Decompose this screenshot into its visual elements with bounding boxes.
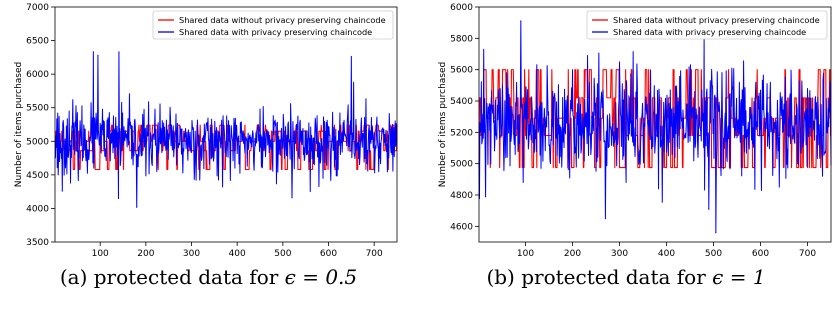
chart-a-y-tick-label-5: 6000 (26, 70, 49, 80)
chart-b-legend-label-0: Shared data without privacy preserving c… (613, 15, 820, 25)
chart-a-y-tick-label-0: 3500 (26, 238, 49, 248)
chart-a-legend-label-0: Shared data without privacy preserving c… (179, 15, 386, 25)
chart-a-spike-point-6 (291, 197, 293, 199)
chart-b-spike-point-0 (520, 20, 522, 22)
chart-b-y-tick-label-5: 5600 (450, 66, 473, 76)
chart-b-y-tick-label-3: 5200 (450, 128, 473, 138)
chart-a-axes-frame (54, 6, 398, 243)
chart-panel-b: 100 200 300 400 500 600 700 4600 4800 5000 5200 540… (417, 0, 835, 320)
chart-b-y-tick-label-0: 4600 (450, 222, 473, 232)
chart-b-y-tick-label-4: 5400 (450, 97, 473, 107)
chart-a-legend-label-1: Shared data with privacy preserving chai… (179, 27, 372, 37)
chart-a-y-tick-label-3: 5000 (26, 137, 49, 147)
chart-b-y-tick-label-2: 5000 (450, 160, 473, 170)
chart-a-caption: (a) protected data for ϵ = 0.5 (0, 265, 417, 289)
chart-a-y-tick-label-4: 5500 (26, 104, 49, 114)
chart-a-x-tick-label-4: 500 (274, 249, 291, 259)
chart-a-spike-point-7 (61, 190, 63, 192)
chart-b-spike-point-4 (708, 208, 710, 210)
chart-b-caption: (b) protected data for ϵ = 1 (417, 265, 835, 289)
chart-a-y-tick-label-2: 4500 (26, 171, 49, 181)
chart-a-spike-point-1 (118, 51, 120, 53)
chart-b-x-tick-label-5: 600 (752, 249, 769, 259)
chart-b-x-tick-label-1: 200 (564, 249, 581, 259)
chart-b-axes-frame (478, 6, 832, 243)
chart-a-x-tick-label-2: 300 (183, 249, 200, 259)
chart-a-caption-text: (a) protected data for (59, 265, 285, 289)
chart-a-spike-point-5 (117, 197, 120, 199)
chart-a-series-with-privacy-line (54, 51, 398, 208)
chart-a-y-tick-label-6: 6500 (26, 37, 49, 47)
chart-panel-a: 100 200 300 400 500 600 700 3500 4000 4500 5000 550… (0, 0, 417, 320)
chart-a-x-tick-label-5: 600 (320, 249, 337, 259)
chart-a-spike-point-0 (92, 51, 94, 53)
chart-b-x-tick-label-4: 500 (705, 249, 722, 259)
chart-b-spike-point-3 (604, 217, 607, 220)
chart-b-y-axis-label: Number of items purchased (438, 62, 448, 187)
chart-a-x-tick-label-6: 700 (366, 249, 383, 259)
chart-a-y-tick-label-7: 7000 (26, 3, 49, 13)
chart-b-series-with-privacy-line (478, 20, 832, 234)
chart-a-x-tick-label-3: 400 (229, 249, 246, 259)
chart-b-y-tick-label-7: 6000 (450, 3, 473, 13)
chart-b-plot: 100 200 300 400 500 600 700 4600 4800 5000 5200 540… (438, 3, 832, 259)
chart-a-legend: Shared data without privacy preserving c… (152, 10, 394, 40)
chart-a-x-tick-label-0: 100 (92, 249, 109, 259)
chart-b-y-tick-label-1: 4800 (450, 191, 473, 201)
chart-b-legend-label-1: Shared data with privacy preserving chai… (613, 27, 806, 37)
chart-a-spike-point-4 (136, 206, 138, 208)
chart-b-caption-text: (b) protected data for (486, 265, 713, 289)
chart-a-spike-point-3 (350, 56, 352, 58)
chart-b-x-tick-label-2: 300 (611, 249, 628, 259)
chart-b-x-tick-label-6: 700 (799, 249, 816, 259)
chart-a-x-tick-label-1: 200 (137, 249, 154, 259)
chart-a-y-tick-label-1: 4000 (26, 204, 49, 214)
chart-b-y-tick-label-6: 5800 (450, 34, 473, 44)
chart-b-x-tick-label-3: 400 (658, 249, 675, 259)
chart-a-caption-epsilon: ϵ = 0.5 (284, 265, 358, 289)
chart-b-legend: Shared data without privacy preserving c… (586, 10, 828, 40)
chart-a-plot: 100 200 300 400 500 600 700 3500 4000 4500 5000 550… (14, 3, 398, 259)
chart-b-caption-epsilon: ϵ = 1 (712, 265, 766, 289)
chart-b-x-tick-label-0: 100 (517, 249, 534, 259)
chart-b-spike-point-5 (484, 195, 487, 198)
chart-a-legend-box (152, 10, 394, 40)
chart-a-y-axis-label: Number of items purchased (14, 62, 24, 187)
chart-b-spike-point-2 (715, 232, 717, 234)
chart-b-legend-box (586, 10, 828, 40)
chart-a-spike-point-2 (97, 54, 99, 56)
